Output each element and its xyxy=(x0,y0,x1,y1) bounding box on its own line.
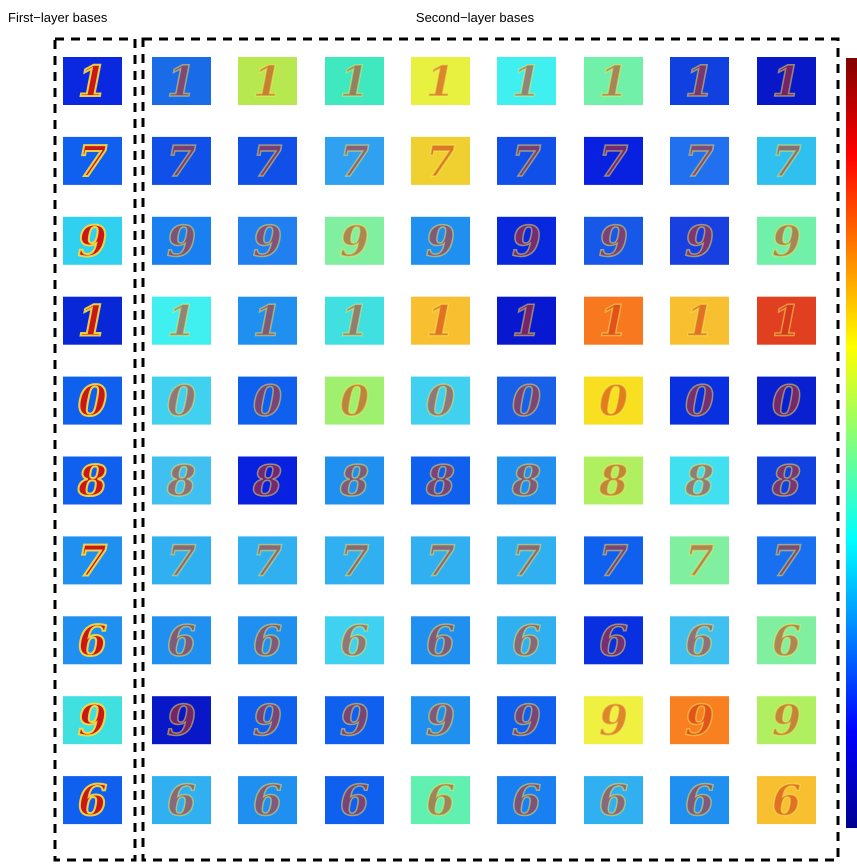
digit-glyph: 9 xyxy=(253,217,282,266)
digit-glyph: 6 xyxy=(340,776,369,825)
digit-glyph: 7 xyxy=(340,536,369,585)
digit-glyph: 6 xyxy=(253,776,282,825)
digit-glyph: 7 xyxy=(78,137,107,186)
digit-glyph: 1 xyxy=(599,57,628,106)
digit-glyph: 8 xyxy=(77,457,107,506)
digit-glyph: 6 xyxy=(599,616,628,665)
digit-glyph: 7 xyxy=(253,536,282,585)
digit-glyph: 1 xyxy=(426,57,455,106)
digit-glyph: 6 xyxy=(426,616,455,665)
digit-glyph: 0 xyxy=(167,377,196,426)
digit-glyph: 8 xyxy=(598,457,628,506)
digit-glyph: 9 xyxy=(426,696,455,745)
digit-glyph: 6 xyxy=(426,776,455,825)
digit-glyph: 7 xyxy=(772,137,801,186)
digit-glyph: 6 xyxy=(685,776,714,825)
digit-glyph: 7 xyxy=(426,536,455,585)
colorbar xyxy=(846,58,857,828)
digit-glyph: 8 xyxy=(771,457,801,506)
digit-glyph: 0 xyxy=(253,377,282,426)
digit-glyph: 6 xyxy=(167,616,196,665)
digit-glyph: 7 xyxy=(426,137,455,186)
digit-glyph: 6 xyxy=(167,776,196,825)
digit-glyph: 9 xyxy=(78,696,107,745)
digit-glyph: 6 xyxy=(512,776,541,825)
digit-glyph: 1 xyxy=(167,297,196,346)
digit-glyph: 0 xyxy=(426,377,455,426)
digit-glyph: 7 xyxy=(340,137,369,186)
digit-glyph: 1 xyxy=(685,57,714,106)
digit-glyph: 1 xyxy=(78,57,107,106)
digit-glyph: 9 xyxy=(685,696,714,745)
digit-glyph: 9 xyxy=(253,696,282,745)
digit-glyph: 6 xyxy=(253,616,282,665)
digit-glyph: 1 xyxy=(512,57,541,106)
digit-glyph: 9 xyxy=(512,696,541,745)
digit-glyph: 0 xyxy=(512,377,541,426)
figure: First−layer bases Second−layer bases 111… xyxy=(0,0,857,867)
left-title: First−layer bases xyxy=(8,10,108,25)
digit-glyph: 9 xyxy=(512,217,541,266)
digit-glyph: 9 xyxy=(78,217,107,266)
digit-glyph: 7 xyxy=(512,536,541,585)
tile-grid: 1 1 1 1 1 1 1 1 1 7 7 7 7 7 7 7 7 7 9 9 9 9 9 9 9 9 9 1 1 1 1 1 1 1 1 1 0 0 0 0… xyxy=(63,57,816,825)
digit-glyph: 1 xyxy=(599,297,628,346)
digit-glyph: 9 xyxy=(599,696,628,745)
digit-glyph: 1 xyxy=(253,297,282,346)
digit-glyph: 7 xyxy=(685,137,714,186)
digit-glyph: 8 xyxy=(511,457,541,506)
digit-glyph: 6 xyxy=(772,776,801,825)
digit-glyph: 1 xyxy=(253,57,282,106)
digit-glyph: 1 xyxy=(340,297,369,346)
digit-glyph: 8 xyxy=(252,457,282,506)
digit-glyph: 0 xyxy=(772,377,801,426)
digit-glyph: 0 xyxy=(599,377,628,426)
digit-glyph: 7 xyxy=(167,536,196,585)
digit-glyph: 8 xyxy=(425,457,455,506)
digit-glyph: 6 xyxy=(685,616,714,665)
digit-glyph: 7 xyxy=(685,536,714,585)
digit-glyph: 7 xyxy=(599,536,628,585)
digit-glyph: 0 xyxy=(78,377,107,426)
digit-glyph: 6 xyxy=(599,776,628,825)
digit-glyph: 1 xyxy=(426,297,455,346)
digit-glyph: 9 xyxy=(340,696,369,745)
digit-glyph: 7 xyxy=(512,137,541,186)
right-title: Second−layer bases xyxy=(416,10,535,25)
digit-glyph: 8 xyxy=(166,457,196,506)
digit-glyph: 7 xyxy=(167,137,196,186)
digit-glyph: 9 xyxy=(167,217,196,266)
digit-glyph: 1 xyxy=(167,57,196,106)
digit-glyph: 1 xyxy=(340,57,369,106)
digit-glyph: 7 xyxy=(78,536,107,585)
digit-glyph: 9 xyxy=(599,217,628,266)
digit-glyph: 1 xyxy=(772,297,801,346)
digit-glyph: 6 xyxy=(78,616,107,665)
digit-glyph: 0 xyxy=(685,377,714,426)
digit-glyph: 7 xyxy=(253,137,282,186)
digit-glyph: 8 xyxy=(684,457,714,506)
digit-glyph: 1 xyxy=(772,57,801,106)
digit-glyph: 6 xyxy=(512,616,541,665)
digit-glyph: 0 xyxy=(340,377,369,426)
digit-glyph: 9 xyxy=(340,217,369,266)
digit-glyph: 9 xyxy=(167,696,196,745)
digit-glyph: 9 xyxy=(772,217,801,266)
digit-glyph: 6 xyxy=(78,776,107,825)
digit-glyph: 9 xyxy=(772,696,801,745)
digit-glyph: 1 xyxy=(78,297,107,346)
digit-glyph: 6 xyxy=(340,616,369,665)
digit-glyph: 7 xyxy=(772,536,801,585)
digit-glyph: 9 xyxy=(426,217,455,266)
digit-glyph: 9 xyxy=(685,217,714,266)
digit-glyph: 1 xyxy=(512,297,541,346)
digit-glyph: 6 xyxy=(772,616,801,665)
digit-glyph: 1 xyxy=(685,297,714,346)
digit-glyph: 7 xyxy=(599,137,628,186)
digit-glyph: 8 xyxy=(339,457,369,506)
